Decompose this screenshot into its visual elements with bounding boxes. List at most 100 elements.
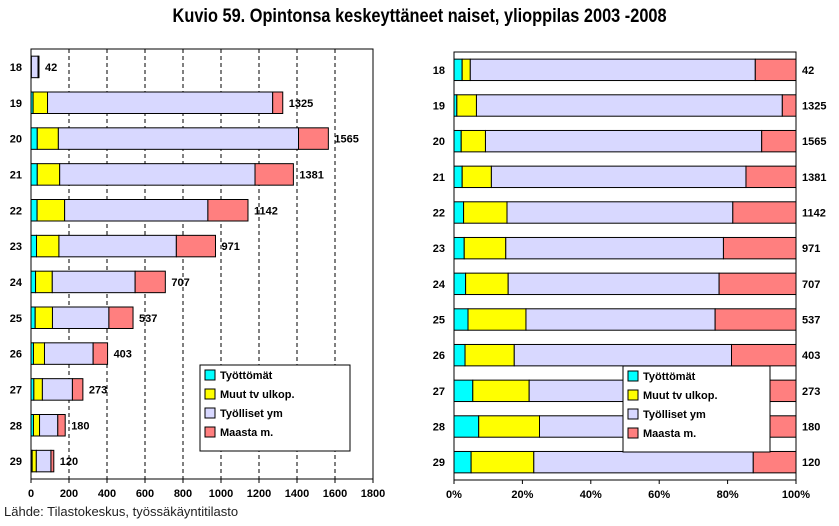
right-total-label: 403 xyxy=(802,350,820,362)
right-category-label: 29 xyxy=(433,457,445,469)
right-legend-label: Maasta m. xyxy=(643,428,696,440)
right-bar-segment-ty-lliset-ym xyxy=(513,343,733,367)
right-bar-segment-ty-tt-m-t xyxy=(453,129,462,153)
left-bar-segment-muut-tv-ulkop- xyxy=(32,91,49,114)
right-bar-segment-ty-tt-m-t xyxy=(453,201,465,224)
left-total-label: 971 xyxy=(221,241,239,253)
left-bar-segment-ty-lliset-ym xyxy=(30,55,39,79)
left-bar-segment-maasta-m- xyxy=(37,55,40,79)
right-bar-segment-ty-lliset-ym xyxy=(469,58,756,82)
left-bar-segment-muut-tv-ulkop- xyxy=(32,342,45,365)
left-bar-segment-maasta-m- xyxy=(108,306,134,329)
right-xtick-label: 0% xyxy=(446,489,462,501)
left-total-label: 180 xyxy=(71,420,89,432)
left-legend-label: Työttömät xyxy=(220,370,273,382)
right-bar-segment-ty-lliset-ym xyxy=(533,450,754,474)
right-bar-segment-muut-tv-ulkop- xyxy=(456,94,477,117)
right-xtick-label: 100% xyxy=(782,489,810,501)
left-bar-segment-ty-lliset-ym xyxy=(57,127,300,150)
left-category-label: 18 xyxy=(10,62,22,74)
left-bar-segment-ty-lliset-ym xyxy=(51,270,136,294)
right-bar-segment-ty-lliset-ym xyxy=(484,129,763,153)
right-bar-segment-muut-tv-ulkop- xyxy=(461,165,492,189)
left-bar-segment-ty-tt-m-t xyxy=(30,234,38,258)
left-category-label: 19 xyxy=(10,98,22,110)
left-category-label: 22 xyxy=(10,205,22,217)
left-bar-segment-maasta-m- xyxy=(134,270,166,294)
right-bar-segment-muut-tv-ulkop- xyxy=(464,343,515,367)
left-legend-swatch xyxy=(204,407,216,419)
left-bar-segment-maasta-m- xyxy=(57,414,66,437)
left-category-label: 21 xyxy=(10,169,22,181)
left-bar-segment-maasta-m- xyxy=(50,449,55,473)
right-legend-label: Työttömät xyxy=(643,371,696,383)
left-category-label: 29 xyxy=(10,456,22,468)
left-total-label: 707 xyxy=(171,277,189,289)
left-xtick-label: 600 xyxy=(136,488,154,500)
left-bar-segment-muut-tv-ulkop- xyxy=(31,449,37,473)
right-legend-swatch xyxy=(627,408,639,420)
right-bar-segment-maasta-m- xyxy=(718,272,797,296)
right-bar-segment-ty-tt-m-t xyxy=(453,165,463,189)
right-bar-segment-maasta-m- xyxy=(732,201,797,224)
right-xtick-label: 20% xyxy=(511,489,533,501)
left-bar-segment-maasta-m- xyxy=(298,127,329,150)
right-legend-swatch xyxy=(627,370,639,382)
right-category-label: 18 xyxy=(433,65,445,77)
left-category-label: 27 xyxy=(10,384,22,396)
right-xtick-label: 80% xyxy=(717,489,739,501)
right-bar-segment-ty-tt-m-t xyxy=(453,308,469,331)
left-bar-segment-muut-tv-ulkop- xyxy=(36,127,59,150)
left-total-label: 1565 xyxy=(334,134,358,146)
right-bar-segment-ty-tt-m-t xyxy=(453,379,474,403)
left-bar-segment-ty-lliset-ym xyxy=(59,163,256,186)
right-bar-segment-ty-lliset-ym xyxy=(525,308,716,331)
right-bar-segment-muut-tv-ulkop- xyxy=(472,379,530,403)
left-xtick-label: 1200 xyxy=(247,488,271,500)
left-bar-segment-ty-tt-m-t xyxy=(30,163,38,186)
left-bar-segment-ty-lliset-ym xyxy=(35,449,52,473)
left-xtick-label: 800 xyxy=(174,488,192,500)
right-bar-segment-muut-tv-ulkop- xyxy=(478,415,541,438)
right-category-label: 25 xyxy=(433,315,445,327)
right-category-label: 24 xyxy=(433,279,446,291)
left-bar-segment-ty-tt-m-t xyxy=(30,270,37,294)
right-legend-swatch xyxy=(627,427,639,439)
left-bar-segment-ty-tt-m-t xyxy=(30,306,36,329)
left-total-label: 1325 xyxy=(289,98,313,110)
right-bar-segment-ty-lliset-ym xyxy=(506,201,734,224)
left-legend-label: Maasta m. xyxy=(220,427,273,439)
source-note: Lähde: Tilastokeskus, työssäkäyntitilast… xyxy=(4,504,239,519)
left-xtick-label: 400 xyxy=(98,488,116,500)
left-total-label: 1142 xyxy=(254,205,278,217)
left-xtick-label: 1000 xyxy=(209,488,233,500)
left-xtick-label: 0 xyxy=(28,488,34,500)
right-bar-segment-maasta-m- xyxy=(754,58,797,82)
right-bar-segment-muut-tv-ulkop- xyxy=(463,236,507,260)
left-bar-segment-muut-tv-ulkop- xyxy=(33,378,43,401)
left-bar-segment-ty-lliset-ym xyxy=(51,306,110,329)
left-xtick-label: 1600 xyxy=(323,488,347,500)
right-bar-segment-ty-tt-m-t xyxy=(453,58,463,82)
left-bar-segment-muut-tv-ulkop- xyxy=(36,199,66,222)
right-category-label: 22 xyxy=(433,208,445,220)
left-bar-segment-ty-lliset-ym xyxy=(41,378,73,401)
left-category-label: 25 xyxy=(10,313,22,325)
right-total-label: 707 xyxy=(802,279,820,291)
right-xtick-label: 40% xyxy=(580,489,602,501)
left-bar-segment-muut-tv-ulkop- xyxy=(36,163,61,186)
left-bar-segment-maasta-m- xyxy=(254,163,294,186)
left-bar-segment-maasta-m- xyxy=(175,234,216,258)
right-total-label: 1565 xyxy=(802,136,826,148)
left-total-label: 120 xyxy=(60,456,78,468)
left-bar-segment-ty-lliset-ym xyxy=(39,414,59,437)
right-bar-segment-ty-tt-m-t xyxy=(453,343,466,367)
right-category-label: 23 xyxy=(433,243,445,255)
percent-stacked-bar-chart: 0% 20% 40% 60% 80% 100% 18 42 19 1325 20 1565 21 1381… xyxy=(433,51,826,501)
right-bar-segment-ty-tt-m-t xyxy=(453,236,465,260)
left-xtick-label: 200 xyxy=(60,488,78,500)
right-bar-segment-ty-lliset-ym xyxy=(490,165,747,189)
right-category-label: 28 xyxy=(433,422,445,434)
right-total-label: 537 xyxy=(802,315,820,327)
